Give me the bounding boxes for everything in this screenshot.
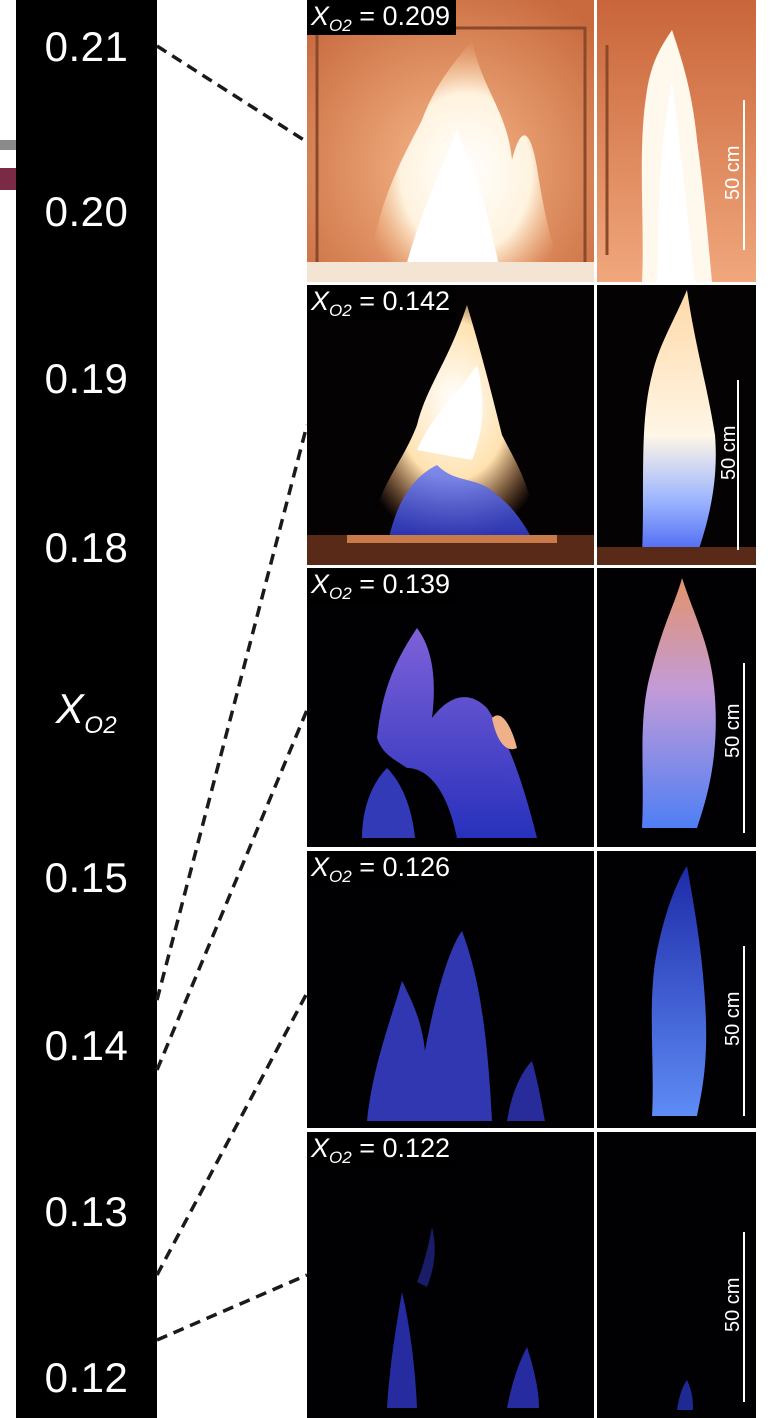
scale-bar-line xyxy=(743,946,745,1116)
scale-tick-0.19: 0.19 xyxy=(44,355,129,402)
side-flame-faint-blue xyxy=(597,1132,756,1418)
front-flame-bright xyxy=(307,0,594,282)
scale-bar-line xyxy=(743,663,745,833)
flame-photo-front-0.142: XO2 = 0.142 xyxy=(307,285,594,565)
scale-tick-0.18: 0.18 xyxy=(44,524,129,571)
front-flame-blue xyxy=(307,568,594,847)
front-flame-dim-blue xyxy=(307,851,594,1128)
connector-0.209 xyxy=(156,44,308,144)
maroon-accent-bar xyxy=(0,168,16,190)
scale-tick-0.13: 0.13 xyxy=(44,1188,129,1235)
flame-photo-front-0.139: XO2 = 0.139 xyxy=(307,568,594,847)
scale-tick-0.12: 0.12 xyxy=(44,1354,129,1401)
axis-symbol: X xyxy=(55,685,85,732)
scale-bar-line xyxy=(737,380,739,550)
flame-photo-side-0.126: 50 cm xyxy=(597,851,756,1128)
scale-bar-label: 50 cm xyxy=(722,145,744,200)
scale-bar-label: 50 cm xyxy=(722,1277,744,1332)
scale-bar-line xyxy=(743,100,745,250)
connector-0.142-a xyxy=(155,424,309,1001)
flame-photo-front-0.126: XO2 = 0.126 xyxy=(307,851,594,1128)
scale-bar-label: 50 cm xyxy=(722,703,744,758)
scale-bar-label: 50 cm xyxy=(722,991,744,1046)
oxygen-scale-bar xyxy=(16,0,157,1418)
scale-axis-name: XO2 xyxy=(16,685,157,738)
flame-photo-side-0.209: 50 cm xyxy=(597,0,756,282)
flame-photo-front-0.122: XO2 = 0.122 xyxy=(307,1132,594,1418)
flame-photo-front-0.209: XO2 = 0.209 xyxy=(307,0,594,282)
flame-photo-side-0.122: 50 cm xyxy=(597,1132,756,1418)
scale-tick-0.20: 0.20 xyxy=(44,188,129,235)
side-flame-mixed xyxy=(597,285,756,565)
front-flame-faint-blue xyxy=(307,1132,594,1418)
scale-bar-label: 50 cm xyxy=(718,425,740,480)
front-flame-mixed xyxy=(307,285,594,565)
oxygen-fraction-label: XO2 = 0.209 xyxy=(307,0,457,35)
scale-tick-0.14: 0.14 xyxy=(44,1022,129,1069)
oxygen-fraction-label: XO2 = 0.122 xyxy=(307,1132,457,1167)
side-flame-dim-blue xyxy=(597,851,756,1128)
oxygen-fraction-label: XO2 = 0.139 xyxy=(307,568,457,603)
side-flame-bright xyxy=(597,0,756,282)
connector-0.126 xyxy=(155,992,309,1276)
connector-0.122 xyxy=(156,1273,308,1342)
axis-subscript: O2 xyxy=(84,712,118,739)
oxygen-fraction-label: XO2 = 0.142 xyxy=(307,285,457,320)
side-flame-blue xyxy=(597,568,756,847)
connector-0.142-b xyxy=(155,709,309,1071)
scale-bar-line xyxy=(743,1232,745,1402)
oxygen-fraction-label: XO2 = 0.126 xyxy=(307,851,457,886)
scale-tick-0.15: 0.15 xyxy=(44,854,129,901)
flame-photo-side-0.139: 50 cm xyxy=(597,568,756,847)
scale-tick-0.21: 0.21 xyxy=(44,23,129,70)
flame-photo-side-0.142: 50 cm xyxy=(597,285,756,565)
gray-accent-bar xyxy=(0,140,16,150)
